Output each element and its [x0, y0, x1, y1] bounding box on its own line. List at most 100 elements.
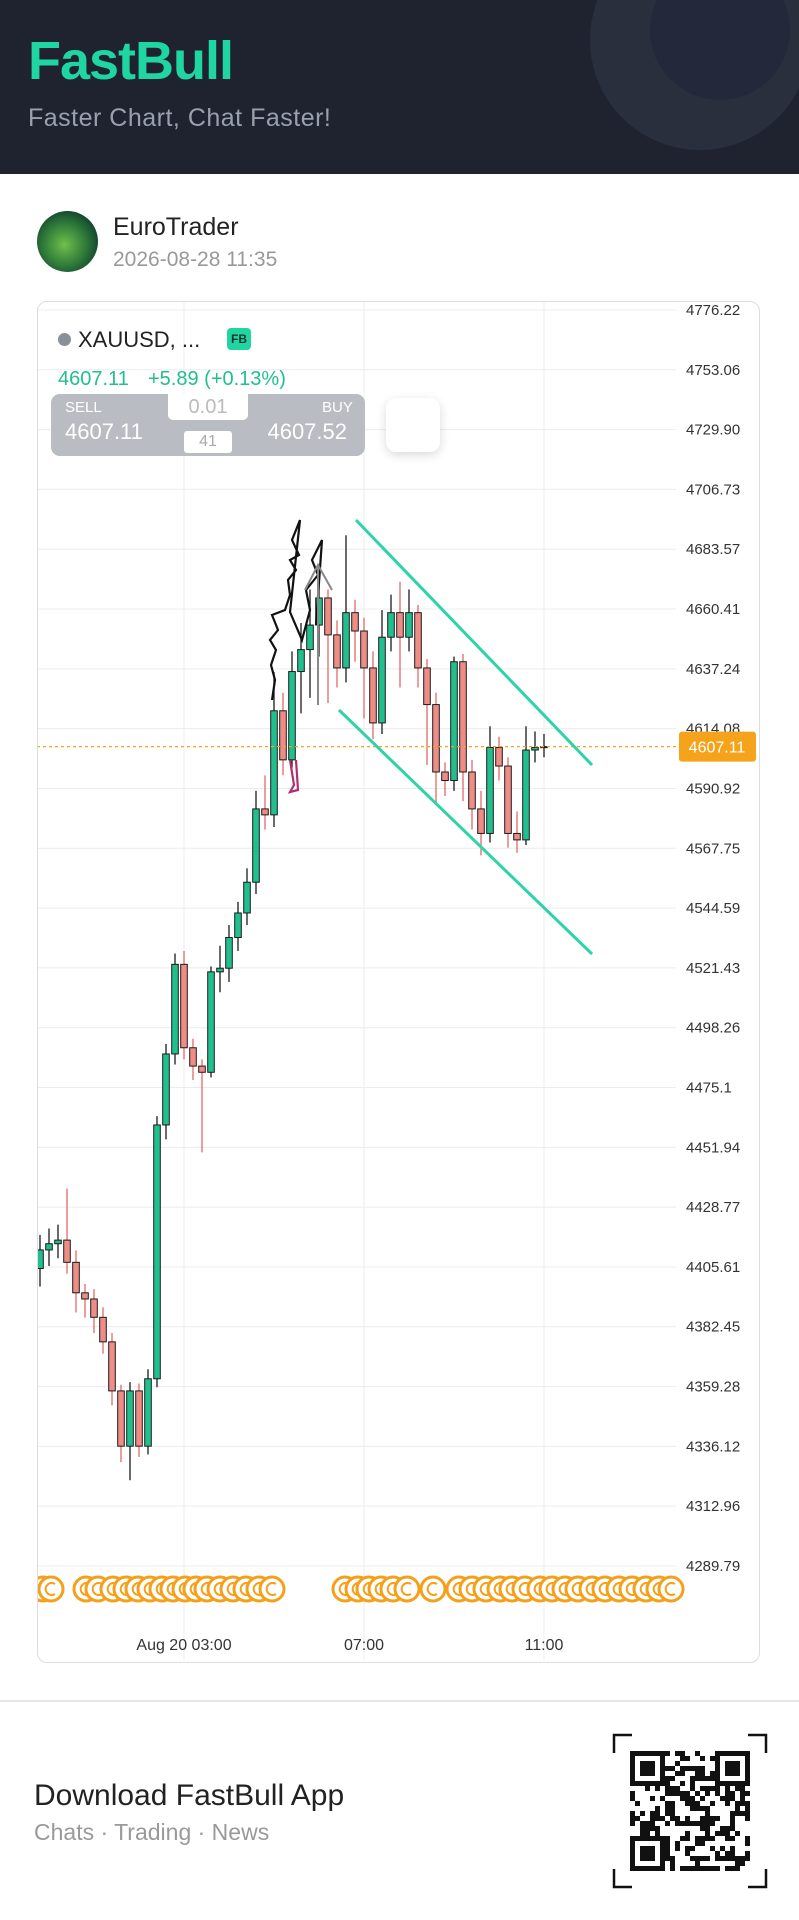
qr-module [665, 1841, 670, 1846]
qr-module [730, 1811, 735, 1816]
candle-body [396, 612, 404, 638]
qr-finder [640, 1846, 655, 1861]
buy-price[interactable]: 4607.52 [267, 419, 347, 444]
qr-module [745, 1816, 750, 1821]
y-tick-label: 4428.77 [686, 1199, 740, 1216]
qr-module [675, 1816, 680, 1821]
y-tick-label: 4405.61 [686, 1259, 740, 1276]
qr-module [640, 1811, 645, 1816]
event-marker [258, 1575, 286, 1603]
qr-module [630, 1791, 635, 1796]
qr-module [705, 1831, 710, 1836]
qr-module [705, 1811, 710, 1816]
qr-module [735, 1786, 740, 1791]
qr-module [655, 1826, 660, 1831]
event-marker-glyph [400, 1582, 412, 1596]
qr-module [685, 1756, 690, 1761]
plot-area [38, 302, 685, 1660]
spread: 41 [184, 431, 232, 453]
event-marker [419, 1575, 447, 1603]
qr-module [645, 1786, 650, 1791]
qr-bracket [612, 1869, 632, 1889]
qr-module [675, 1791, 680, 1796]
buy-label[interactable]: BUY [322, 399, 353, 416]
hand-drawing [268, 519, 324, 701]
qr-module [735, 1866, 740, 1871]
candle-body [378, 636, 386, 724]
qr-finder [630, 1836, 665, 1871]
decor-circle [650, 0, 790, 100]
qr-module [725, 1836, 730, 1841]
qr-module [670, 1856, 675, 1861]
qr-module [680, 1836, 685, 1841]
x-tick-label: 11:00 [525, 1637, 564, 1654]
symbol[interactable]: XAUUSD, ... [78, 327, 201, 352]
candle-body [99, 1316, 107, 1343]
qr-module [665, 1776, 670, 1781]
qr-module [680, 1821, 685, 1826]
candle-body [459, 661, 467, 773]
candle-body [342, 612, 350, 669]
qr-module [680, 1866, 685, 1871]
qr-module [745, 1811, 750, 1816]
qr-module [685, 1791, 690, 1796]
y-tick-label: 4359.28 [686, 1379, 740, 1396]
qr-module [705, 1836, 710, 1841]
sell-label[interactable]: SELL [65, 399, 102, 416]
qr-module [700, 1776, 705, 1781]
ticker-change: +5.89 (+0.13%) [148, 368, 286, 390]
y-tick-label: 4776.22 [686, 302, 740, 319]
qr-module [695, 1806, 700, 1811]
qr-module [725, 1801, 730, 1806]
y-tick-label: 4660.41 [686, 601, 740, 618]
qr-module [740, 1786, 745, 1791]
qr-module [695, 1801, 700, 1806]
qr-module [705, 1806, 710, 1811]
qr-module [705, 1791, 710, 1796]
qr-module [695, 1751, 700, 1756]
qr-module [675, 1846, 680, 1851]
qr-bracket [612, 1733, 632, 1753]
candle-body [180, 963, 188, 1049]
qr-module [690, 1856, 695, 1861]
event-marker-glyph [571, 1582, 583, 1596]
qr-module [745, 1851, 750, 1856]
qr-module [650, 1816, 655, 1821]
qr-module [740, 1796, 745, 1801]
qr-module [660, 1816, 665, 1821]
qr-module [680, 1751, 685, 1756]
author-name[interactable]: EuroTrader [113, 213, 239, 241]
candle-body [144, 1378, 152, 1447]
qr-module [630, 1811, 635, 1816]
action-button[interactable] [386, 398, 440, 452]
lot-size[interactable]: 0.01 [168, 394, 248, 420]
event-marker-glyph [386, 1582, 398, 1596]
qr-module [695, 1771, 700, 1776]
candle-body [153, 1124, 161, 1380]
qr-module [705, 1776, 710, 1781]
qr-module [705, 1826, 710, 1831]
y-tick-label: 4590.92 [686, 780, 740, 797]
qr-module [740, 1801, 745, 1806]
qr-module [665, 1851, 670, 1856]
qr-module [650, 1826, 655, 1831]
brand-subtitle: Faster Chart, Chat Faster! [28, 104, 332, 132]
qr-module [715, 1831, 720, 1836]
footer-subtitle: Chats · Trading · News [34, 1819, 270, 1845]
qr-module [635, 1816, 640, 1821]
qr-module [695, 1836, 700, 1841]
qr-module [740, 1811, 745, 1816]
qr-code[interactable] [612, 1733, 768, 1889]
candle-body [405, 612, 413, 638]
event-marker-glyph [465, 1582, 477, 1596]
qr-module [655, 1811, 660, 1816]
sell-price[interactable]: 4607.11 [65, 419, 143, 444]
qr-module [700, 1821, 705, 1826]
event-marker-glyph [426, 1582, 438, 1596]
candle-body [486, 746, 494, 834]
qr-module [670, 1791, 675, 1796]
candle-body [252, 808, 260, 883]
candle-body [45, 1243, 53, 1251]
qr-module [670, 1801, 675, 1806]
avatar[interactable] [37, 211, 98, 272]
